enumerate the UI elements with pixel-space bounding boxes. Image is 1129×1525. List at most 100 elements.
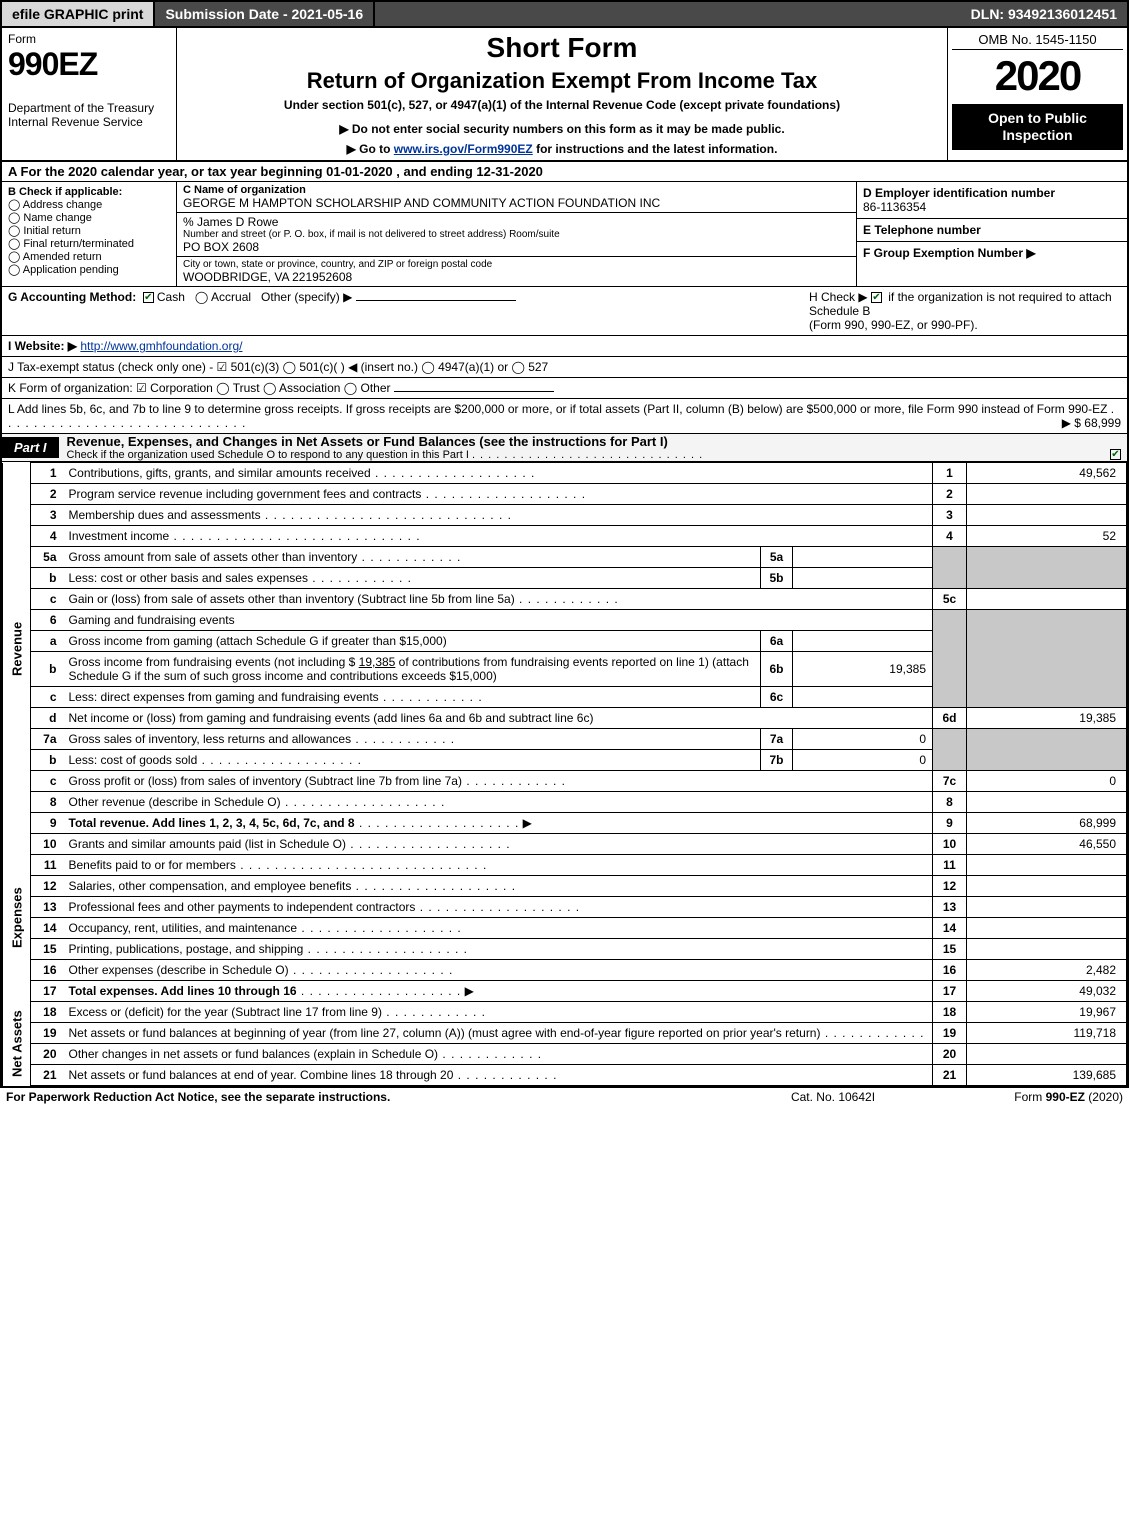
- amount-value: [967, 855, 1127, 876]
- dln: DLN: 93492136012451: [961, 2, 1127, 26]
- line-a-text: A For the 2020 calendar year, or tax yea…: [8, 164, 543, 179]
- cash-label: Cash: [157, 290, 185, 304]
- amount-num: 1: [933, 463, 967, 484]
- amount-num: 5c: [933, 589, 967, 610]
- dots-icon: [236, 858, 487, 872]
- table-row: 19 Net assets or fund balances at beginn…: [3, 1023, 1127, 1044]
- amount-value: [967, 792, 1127, 813]
- city-label: City or town, state or province, country…: [183, 259, 850, 270]
- box-def: D Employer identification number 86-1136…: [857, 182, 1127, 286]
- box-f: F Group Exemption Number ▶: [857, 242, 1127, 264]
- amount-num: 2: [933, 484, 967, 505]
- dots-icon: [303, 942, 468, 956]
- line-desc: Membership dues and assessments: [69, 508, 261, 522]
- chk-schedule-o[interactable]: [1110, 449, 1121, 460]
- chk-initial-return[interactable]: ◯ Initial return: [8, 224, 170, 237]
- line-num: 1: [31, 463, 63, 484]
- line-desc: Contributions, gifts, grants, and simila…: [69, 466, 371, 480]
- dots-icon: [169, 529, 420, 543]
- line-num: 10: [31, 834, 63, 855]
- org-name-label: C Name of organization: [183, 184, 850, 196]
- form-ref-post: (2020): [1085, 1090, 1123, 1104]
- sub-line-num: 6a: [761, 631, 793, 652]
- street-label: Number and street (or P. O. box, if mail…: [183, 229, 850, 240]
- sub-line-num: 6b: [761, 652, 793, 687]
- header-left: Form 990EZ Department of the Treasury In…: [2, 28, 177, 160]
- chk-cash[interactable]: [143, 292, 154, 303]
- other-specify-input[interactable]: [356, 300, 516, 301]
- amount-value: 49,032: [967, 981, 1127, 1002]
- dots-icon: [289, 963, 454, 977]
- line-desc: Gross income from gaming (attach Schedul…: [69, 634, 447, 648]
- header-mid: Short Form Return of Organization Exempt…: [177, 28, 947, 160]
- omb-number: OMB No. 1545-1150: [952, 32, 1123, 50]
- dots-icon: [820, 1026, 924, 1040]
- dots-icon: [421, 487, 586, 501]
- line-desc: Salaries, other compensation, and employ…: [69, 879, 352, 893]
- dots-icon: [382, 1005, 486, 1019]
- irs-link[interactable]: www.irs.gov/Form990EZ: [394, 142, 533, 156]
- line-desc: Other changes in net assets or fund bala…: [69, 1047, 439, 1061]
- amount-num: 18: [933, 1002, 967, 1023]
- tax-year: 2020: [952, 52, 1123, 100]
- dots-icon: [371, 466, 536, 480]
- amount-value: 119,718: [967, 1023, 1127, 1044]
- part-1-check-line: Check if the organization used Schedule …: [67, 449, 469, 461]
- chk-name-change[interactable]: ◯ Name change: [8, 211, 170, 224]
- line-desc: Less: direct expenses from gaming and fu…: [69, 690, 379, 704]
- form-of-organization: K Form of organization: ☑ Corporation ◯ …: [8, 381, 391, 395]
- goto-pre: Go to: [359, 142, 394, 156]
- line-desc-pre: Gross income from fundraising events (no…: [69, 655, 359, 669]
- box-b: B Check if applicable: ◯ Address change …: [2, 182, 177, 286]
- line-num: c: [31, 771, 63, 792]
- shaded-cell: [933, 729, 967, 771]
- line-num: 15: [31, 939, 63, 960]
- chk-final-return[interactable]: ◯ Final return/terminated: [8, 237, 170, 250]
- box-c: C Name of organization GEORGE M HAMPTON …: [177, 182, 857, 286]
- form-ref-pre: Form: [1014, 1090, 1045, 1104]
- table-row: d Net income or (loss) from gaming and f…: [3, 708, 1127, 729]
- sub-line-num: 6c: [761, 687, 793, 708]
- shaded-cell: [933, 610, 967, 708]
- table-row: 8 Other revenue (describe in Schedule O)…: [3, 792, 1127, 813]
- care-of-row: % James D Rowe Number and street (or P. …: [177, 213, 856, 257]
- tax-exempt-status: J Tax-exempt status (check only one) - ☑…: [8, 360, 548, 374]
- website-link[interactable]: http://www.gmhfoundation.org/: [80, 339, 242, 353]
- sub-line-value: [793, 547, 933, 568]
- line-num: 14: [31, 918, 63, 939]
- line-desc: Gross amount from sale of assets other t…: [69, 550, 358, 564]
- dots-icon: [351, 732, 455, 746]
- efile-print[interactable]: efile GRAPHIC print: [2, 2, 155, 26]
- chk-application-pending[interactable]: ◯ Application pending: [8, 263, 170, 276]
- part-1-tag: Part I: [2, 437, 59, 458]
- amount-value: 52: [967, 526, 1127, 547]
- group-exemption-label: F Group Exemption Number ▶: [863, 246, 1036, 260]
- amount-num: 9: [933, 813, 967, 834]
- line-num: 16: [31, 960, 63, 981]
- chk-schedule-b[interactable]: [871, 292, 882, 303]
- line-desc: Less: cost or other basis and sales expe…: [69, 571, 308, 585]
- chk-amended-return[interactable]: ◯ Amended return: [8, 250, 170, 263]
- shaded-cell: [933, 547, 967, 589]
- dots-icon: [453, 1068, 557, 1082]
- part-1-table: Revenue 1 Contributions, gifts, grants, …: [2, 462, 1127, 1086]
- line-num: 4: [31, 526, 63, 547]
- amount-value: [967, 484, 1127, 505]
- amount-num: 17: [933, 981, 967, 1002]
- part-1-header: Part I Revenue, Expenses, and Changes in…: [0, 434, 1129, 462]
- org-other-input[interactable]: [394, 391, 554, 392]
- table-row: 6 Gaming and fundraising events: [3, 610, 1127, 631]
- amount-num: 11: [933, 855, 967, 876]
- line-desc: Investment income: [69, 529, 170, 543]
- sub-line-value: [793, 631, 933, 652]
- street: PO BOX 2608: [183, 240, 850, 254]
- line-num: 8: [31, 792, 63, 813]
- line-desc: Gaming and fundraising events: [63, 610, 933, 631]
- amount-num: 15: [933, 939, 967, 960]
- dots-icon: [297, 984, 462, 998]
- line-l: L Add lines 5b, 6c, and 7b to line 9 to …: [0, 399, 1129, 434]
- dots-icon: [379, 690, 483, 704]
- chk-address-change[interactable]: ◯ Address change: [8, 198, 170, 211]
- part-1-table-wrap: Revenue 1 Contributions, gifts, grants, …: [0, 462, 1129, 1088]
- table-row: 2 Program service revenue including gove…: [3, 484, 1127, 505]
